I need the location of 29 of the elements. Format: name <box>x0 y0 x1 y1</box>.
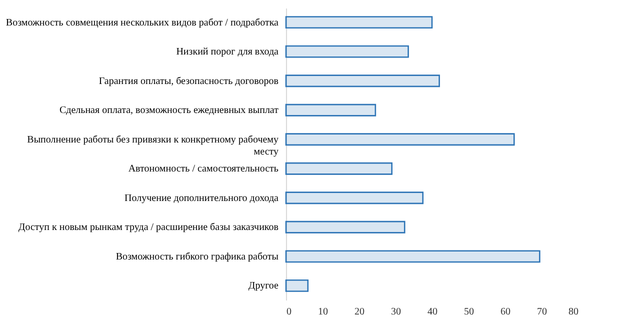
bar <box>285 279 309 292</box>
x-tick-label: 70 <box>537 306 547 318</box>
x-tick-label: 80 <box>568 306 578 318</box>
bar <box>285 16 433 29</box>
y-tick-label: Гарантия оплаты, безопасность договоров <box>98 76 279 87</box>
y-tick-label: Сдельная оплата, возможность ежедневных выплат <box>59 105 280 116</box>
bar <box>285 74 440 88</box>
y-tick-label: Получение дополнительного дохода <box>124 192 280 204</box>
x-tick-label: 10 <box>318 306 328 318</box>
x-tick-label: 0 <box>286 306 292 318</box>
bar <box>285 192 424 204</box>
y-tick-label: Выполнение работы без привязки к конкретному рабочему месту <box>27 134 278 158</box>
bar <box>285 220 406 234</box>
y-tick-label: Возможность совмещения нескольких видов работ / подработка <box>6 17 280 28</box>
y-tick-label: Автономность / самостоятельность <box>128 164 279 175</box>
bar <box>285 162 392 175</box>
x-tick-label: 60 <box>500 306 510 318</box>
bar <box>285 45 409 58</box>
bar <box>285 133 515 146</box>
x-tick-label: 40 <box>428 306 438 318</box>
y-tick-label: Доступ к новым рынкам труда / расширение базы заказчиков <box>18 222 279 234</box>
y-tick-label: Другое <box>248 280 280 292</box>
x-tick-label: 50 <box>464 306 474 318</box>
y-tick-label: Возможность гибкого графика работы <box>116 251 279 262</box>
y-tick-label: Низкий порог для входа <box>176 46 280 58</box>
bar <box>285 250 540 263</box>
bar <box>285 104 376 116</box>
x-tick-label: 30 <box>391 306 401 318</box>
x-tick-label: 20 <box>354 306 364 318</box>
